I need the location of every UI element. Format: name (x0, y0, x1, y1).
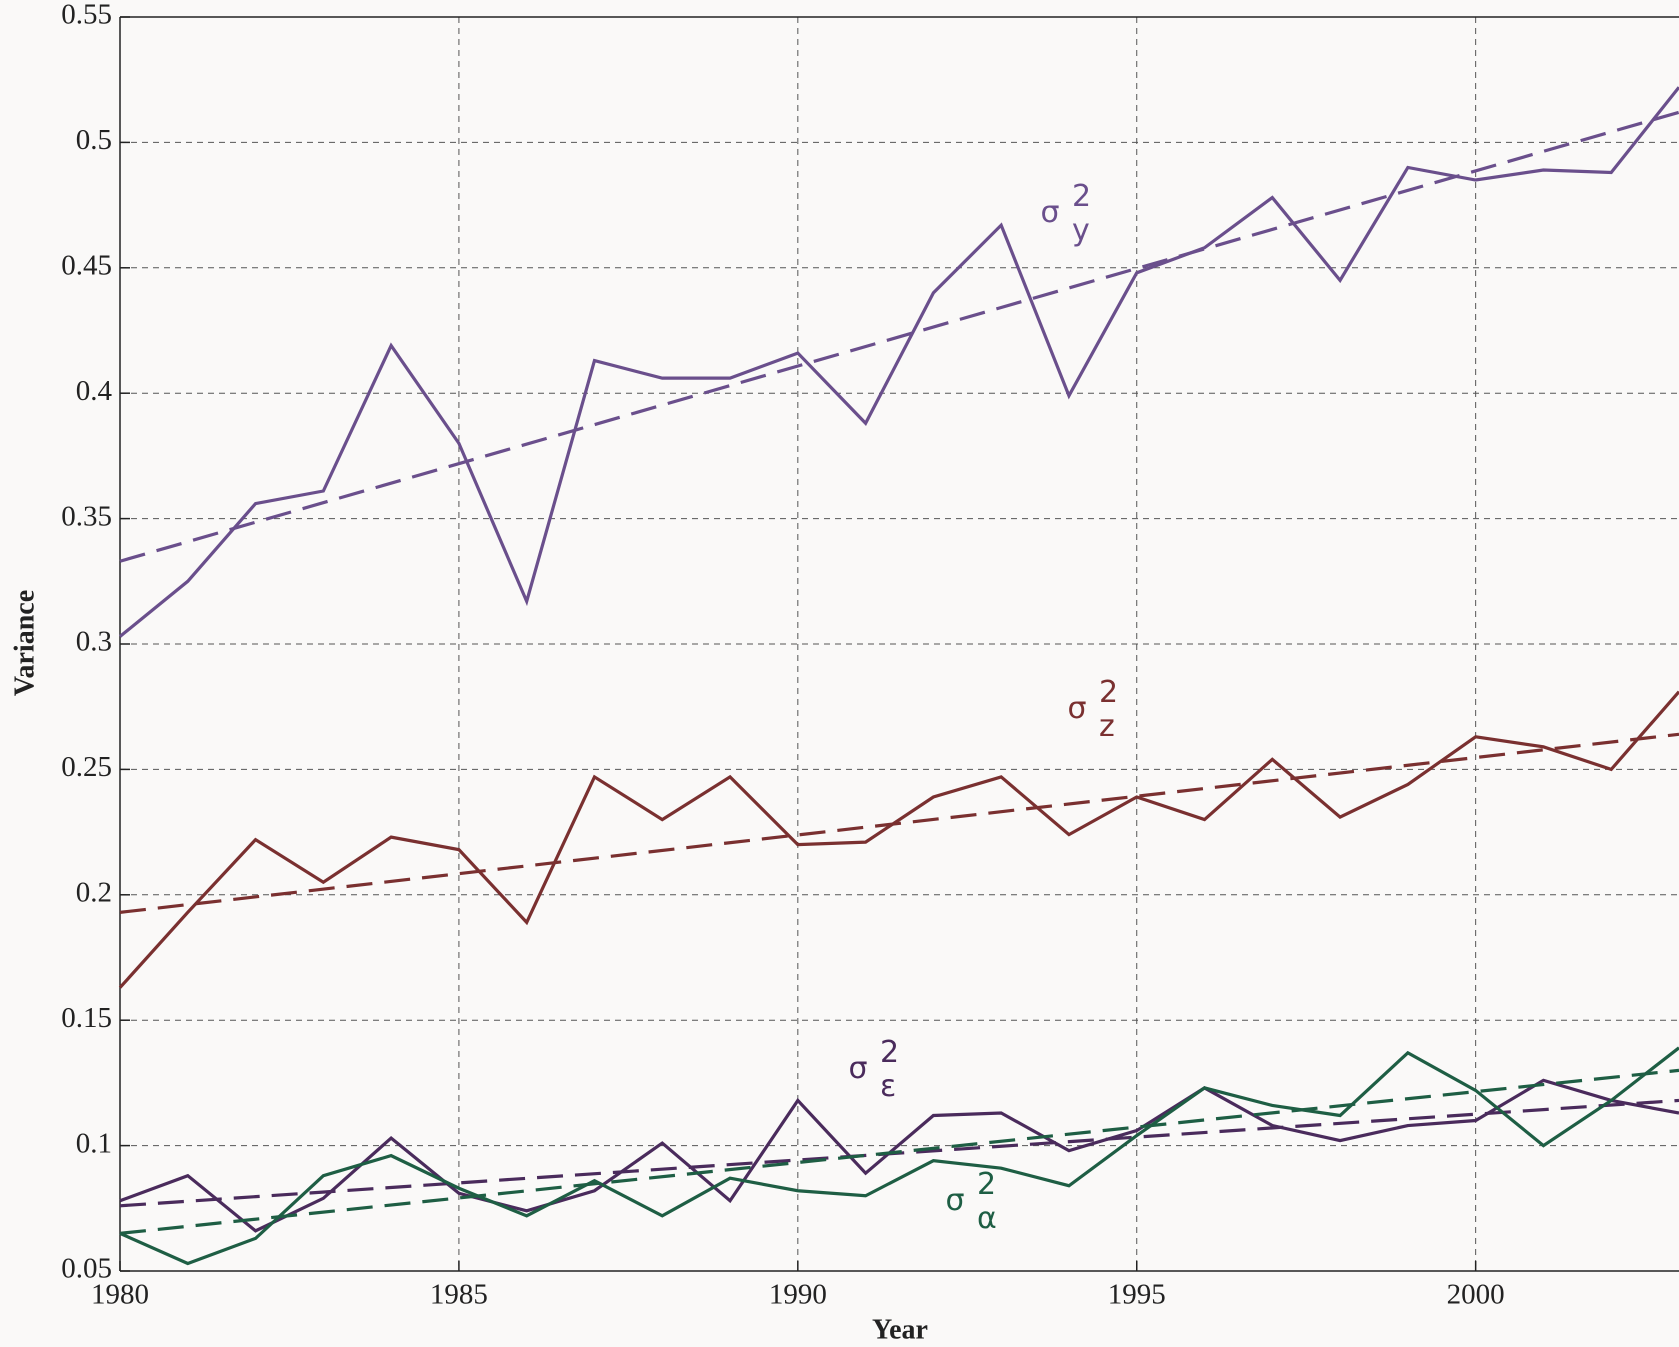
trend-line (119, 1068, 1679, 1235)
label-base: σ (848, 1051, 867, 1086)
y-tick-label: 0.25 (61, 751, 112, 783)
y-tick-label: 0.5 (76, 124, 112, 156)
y-axis-label: Variance (9, 590, 40, 696)
label-base: σ (945, 1183, 964, 1218)
label-sub: y (1072, 213, 1090, 248)
label-sub: α (977, 1201, 997, 1236)
label-sub: z (1099, 709, 1115, 744)
label-sub: ε (880, 1069, 896, 1104)
series-label: σ 2α (945, 1167, 996, 1236)
y-tick-label: 0.35 (61, 500, 112, 532)
label-sup: 2 (880, 1035, 899, 1070)
x-tick-label: 2000 (1447, 1279, 1505, 1311)
y-tick-label: 0.3 (76, 626, 112, 658)
series-line (119, 1046, 1679, 1266)
series-label: σ 2y (1040, 179, 1091, 248)
label-sup: 2 (1072, 179, 1091, 214)
series-label: σ 2z (1067, 675, 1118, 744)
y-tick-label: 0.15 (61, 1002, 112, 1034)
series-line (119, 1078, 1679, 1233)
series-line (118, 86, 1679, 638)
label-base: σ (1040, 195, 1059, 230)
series-line (118, 690, 1679, 989)
trend-line (119, 110, 1679, 563)
y-tick-label: 0.05 (61, 1253, 112, 1285)
y-tick-label: 0.4 (76, 375, 113, 407)
x-tick-label: 1980 (91, 1279, 149, 1311)
series-label: σ 2ε (848, 1035, 899, 1104)
x-axis-label: Year (872, 1314, 928, 1345)
label-base: σ (1067, 691, 1086, 726)
label-sup: 2 (1099, 675, 1118, 710)
y-tick-label: 0.1 (76, 1127, 112, 1159)
x-tick-label: 1990 (769, 1279, 827, 1311)
y-tick-label: 0.45 (61, 249, 112, 281)
x-tick-label: 1995 (1108, 1279, 1166, 1311)
trend-line (119, 732, 1679, 914)
label-sup: 2 (977, 1167, 996, 1202)
x-tick-label: 1985 (430, 1279, 488, 1311)
y-tick-label: 0.55 (61, 0, 112, 31)
y-tick-label: 0.2 (76, 876, 112, 908)
